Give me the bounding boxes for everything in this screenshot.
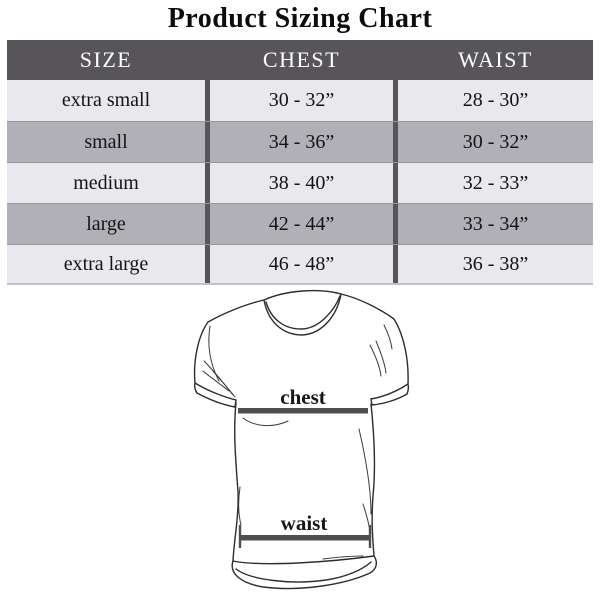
waist-left-tick (238, 525, 242, 548)
table-row: large 42 - 44” 33 - 34” (7, 203, 593, 244)
size-cell: extra large (63, 252, 149, 275)
chest-cell: 46 - 48” (205, 245, 398, 283)
chest-cell: 30 - 32” (205, 80, 398, 121)
size-cell: extra small (61, 89, 151, 111)
waist-right-tick (368, 525, 372, 548)
waist-cell: 33 - 34” (462, 212, 529, 235)
chest-measure-line (238, 408, 368, 414)
size-cell: medium (73, 171, 139, 194)
waist-cell: 36 - 38” (462, 252, 529, 275)
chest-label: chest (280, 385, 326, 409)
tshirt-wrinkles (202, 324, 393, 560)
chest-cell: 42 - 44” (205, 204, 398, 244)
waist-label: waist (281, 511, 328, 535)
table-row: extra small 30 - 32” 28 - 30” (7, 80, 593, 121)
page-title: Product Sizing Chart (167, 3, 433, 34)
waist-measure-line (240, 535, 370, 541)
chest-cell: 38 - 40” (205, 163, 398, 203)
table-row: small 34 - 36” 30 - 32” (7, 121, 593, 162)
chest-cell: 34 - 36” (205, 122, 398, 162)
waist-cell: 30 - 32” (462, 130, 529, 153)
column-header-size: SIZE (79, 47, 133, 72)
table-row: medium 38 - 40” 32 - 33” (7, 162, 593, 203)
tshirt-drawing: chest waist (193, 289, 410, 590)
measurement-lines (238, 408, 372, 548)
column-header-chest: CHEST (262, 47, 341, 72)
tshirt-diagram: chest waist (140, 288, 460, 600)
table-header-row: SIZE CHEST WAIST (7, 40, 593, 80)
waist-cell: 28 - 30” (462, 89, 529, 111)
size-cell: large (86, 212, 126, 235)
waist-cell: 32 - 33” (462, 171, 529, 194)
tshirt-outline (193, 289, 410, 590)
sizing-table: SIZE CHEST WAIST extra small 30 - 32” 28… (7, 40, 593, 285)
column-header-waist: WAIST (458, 47, 533, 72)
size-cell: small (84, 130, 128, 153)
table-row: extra large 46 - 48” 36 - 38” (7, 244, 593, 285)
